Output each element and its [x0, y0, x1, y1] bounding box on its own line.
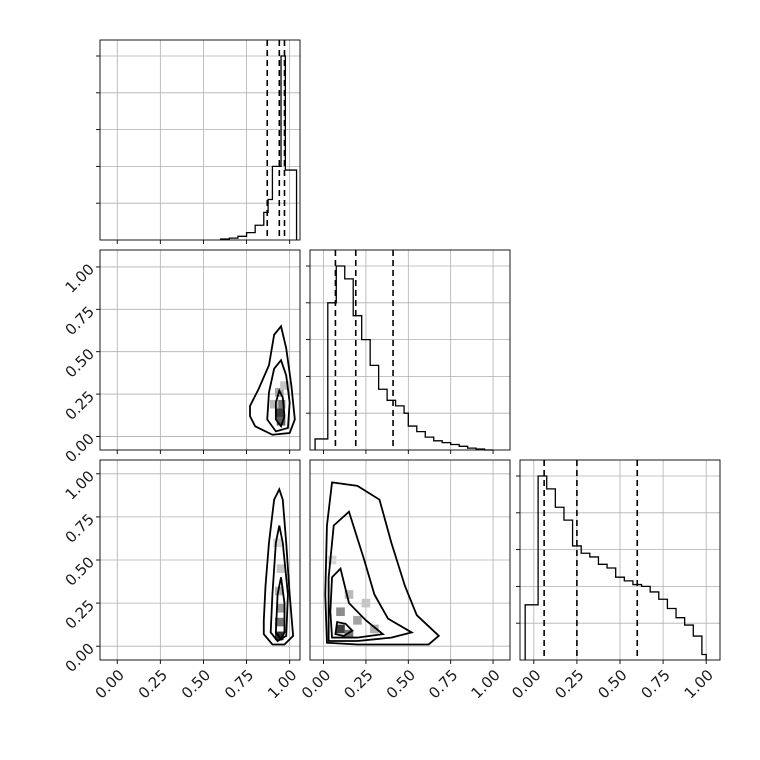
density-panel-1-2 [309, 459, 511, 661]
contour-level-2 [329, 566, 386, 639]
grid [100, 250, 300, 450]
y-tick-label: 0.00 [62, 639, 98, 675]
density-cell [336, 624, 345, 634]
panel-frame [309, 459, 511, 661]
y-tick-label: 0.00 [62, 430, 98, 466]
panel-frame [309, 249, 511, 451]
density-cell [361, 598, 371, 608]
density-cell [276, 399, 286, 409]
grid [533, 460, 707, 660]
density-cell [275, 617, 284, 627]
contour-level-2 [274, 388, 286, 429]
density-cell [275, 586, 284, 596]
grid [116, 40, 291, 240]
y-tick-label: 1.00 [62, 260, 98, 296]
y-axis-1: 0.00 0.25 0.50 0.75 1.00 [62, 260, 100, 466]
y-tick-label: 0.25 [62, 596, 98, 632]
density-panel-0-1 [99, 249, 301, 451]
histogram-step-0 [220, 55, 298, 240]
x-tick-label: 1.00 [264, 666, 300, 702]
y-tick-label: 1.00 [62, 467, 98, 503]
density-cell [344, 629, 354, 639]
density-cell [276, 416, 286, 426]
histogram-step-1 [314, 265, 494, 451]
x-tick-label: 0.00 [298, 666, 334, 702]
density-cell [327, 555, 337, 565]
x-tick-label: 0.25 [135, 666, 171, 702]
grid [100, 460, 300, 660]
density-cell [336, 607, 345, 617]
x-tick-label: 0.75 [638, 666, 674, 702]
x-axis-2: 0.00 0.25 0.50 0.75 1.00 [508, 660, 717, 702]
y-tick-label: 0.25 [62, 387, 98, 423]
density-cell [273, 538, 282, 548]
contour-level-2 [274, 577, 286, 642]
density-cell [276, 603, 286, 613]
histogram-panel-0 [96, 39, 301, 241]
x-tick-label: 0.25 [551, 666, 587, 702]
density-cell [353, 616, 362, 625]
density-cell [276, 564, 286, 573]
x-tick-label: 1.00 [681, 666, 717, 702]
grid [323, 250, 494, 450]
histogram-step-2 [524, 475, 707, 660]
panel-frame [99, 39, 301, 241]
x-tick-label: 1.00 [467, 666, 503, 702]
density-cell [344, 590, 354, 599]
x-tick-label: 0.50 [178, 666, 214, 702]
y-tick-label: 0.75 [62, 303, 98, 339]
contour-level-3 [334, 620, 354, 637]
y-tick-label: 0.50 [62, 553, 98, 589]
density-cell [370, 624, 379, 634]
histogram-panel-1 [306, 249, 511, 451]
x-tick-label: 0.00 [508, 666, 544, 702]
contour-level-0 [324, 481, 441, 646]
y-tick-label: 0.50 [62, 345, 98, 381]
histogram-panel-2 [516, 459, 721, 661]
y-tick-label: 0.75 [62, 510, 98, 546]
grid [100, 55, 300, 204]
contour-level-1 [327, 510, 415, 642]
contour-level-0 [249, 324, 296, 436]
contour-level-1 [266, 358, 291, 433]
x-tick-label: 0.75 [221, 666, 257, 702]
panel-frame [99, 249, 301, 451]
density-cell [275, 408, 284, 418]
contour-level-0 [262, 486, 295, 646]
grid [310, 265, 510, 414]
x-tick-label: 0.25 [340, 666, 376, 702]
x-tick-label: 0.50 [594, 666, 630, 702]
density-cell [269, 399, 279, 409]
x-tick-label: 0.00 [92, 666, 128, 702]
grid [520, 475, 720, 624]
density-panel-0-2 [99, 459, 301, 661]
x-tick-label: 0.75 [425, 666, 461, 702]
x-tick-label: 0.50 [383, 666, 419, 702]
density-cell [280, 381, 289, 390]
y-axis-2: 0.00 0.25 0.50 0.75 1.00 [62, 467, 100, 676]
